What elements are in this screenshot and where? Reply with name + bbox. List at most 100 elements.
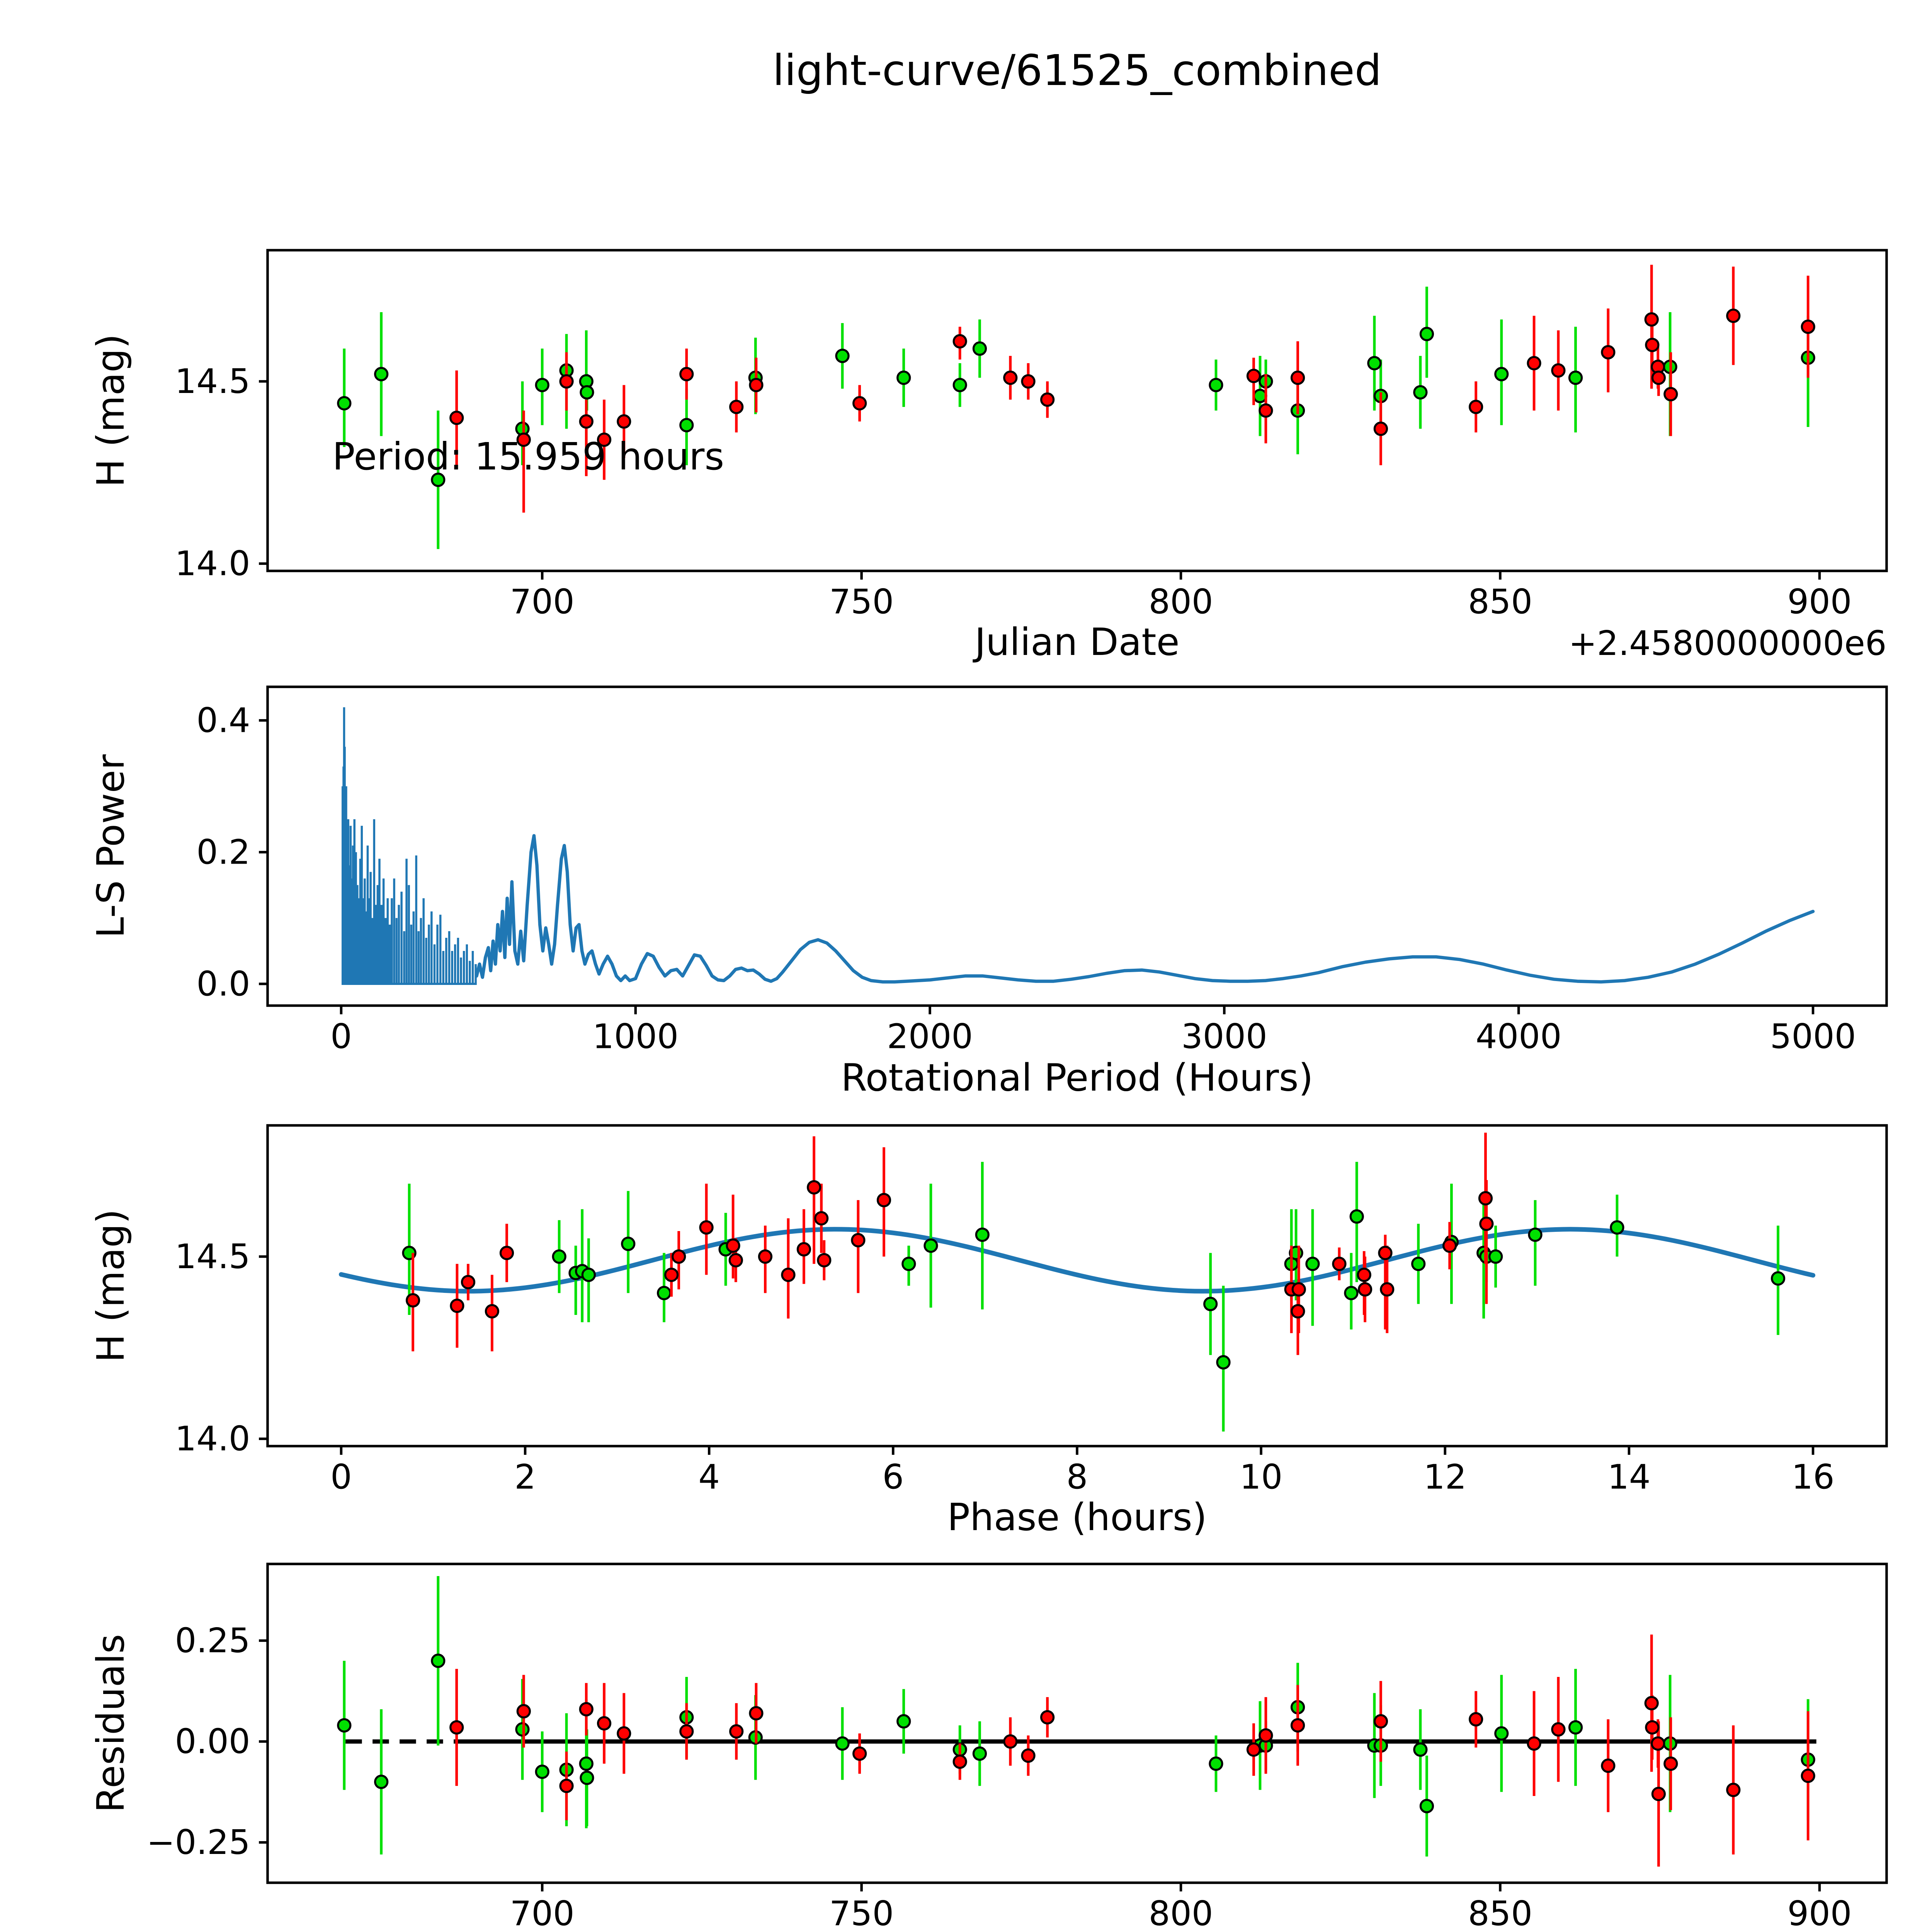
panel-lightcurve-axis-offset: +2.4580000000e6 (1568, 624, 1886, 663)
x-tick-label: 8 (1066, 1458, 1088, 1497)
red-filter-data-point (1651, 1736, 1665, 1751)
green-filter-data-point (835, 349, 850, 363)
red-filter-data-point (597, 1716, 612, 1731)
red-filter-data-point (728, 1253, 743, 1268)
y-tick-label: −0.25 (146, 1823, 250, 1862)
red-filter-data-point (672, 1249, 686, 1264)
red-filter-data-point (1644, 312, 1659, 327)
figure-title: light-curve/61525_combined (772, 46, 1381, 95)
y-tick-label: 0.4 (196, 701, 250, 740)
panel-residuals-ylabel: Residuals (88, 1634, 133, 1813)
green-filter-data-point (580, 1770, 594, 1785)
green-filter-data-point (579, 1756, 594, 1771)
red-filter-data-point (579, 414, 594, 429)
red-filter-data-point (461, 1275, 476, 1289)
red-filter-data-point (952, 1754, 967, 1769)
green-filter-data-point (431, 1653, 446, 1668)
red-filter-data-point (1527, 356, 1541, 371)
red-filter-data-point (876, 1193, 891, 1208)
green-filter-data-point (896, 370, 911, 385)
red-filter-data-point (814, 1211, 829, 1226)
y-tick-label: 14.0 (175, 1419, 250, 1459)
red-filter-data-point (1003, 370, 1018, 385)
green-filter-data-point (1203, 1297, 1218, 1311)
period-annotation: Period: 15.959 hours (332, 434, 724, 478)
red-filter-data-point (1021, 374, 1036, 389)
x-tick-label: 700 (510, 582, 575, 622)
green-filter-data-point (896, 1714, 911, 1729)
panel-phase-folded-plot-area: 0 2 4 6 8 10 12 14 16 14.0 14.5 (175, 1133, 1835, 1497)
green-filter-data-point (1488, 1249, 1503, 1264)
red-filter-data-point (699, 1220, 714, 1235)
red-filter-data-point (1291, 1304, 1305, 1319)
red-filter-data-point (1290, 1718, 1305, 1733)
panel-residuals-frame (266, 1563, 1888, 1884)
red-filter-data-point (1527, 1736, 1541, 1751)
green-filter-data-point (1568, 1720, 1583, 1735)
x-tick-label: 2000 (887, 1017, 973, 1056)
red-filter-data-point (796, 1242, 811, 1257)
red-filter-data-point (1645, 338, 1660, 352)
green-filter-data-point (1209, 1756, 1223, 1771)
x-tick-label: 14 (1607, 1458, 1650, 1497)
periodogram-spike-forest (341, 707, 477, 985)
panel-lightcurve-frame (266, 249, 1888, 572)
green-filter-data-point (1528, 1227, 1543, 1242)
green-filter-data-point (1419, 327, 1434, 342)
green-filter-data-point (1209, 378, 1223, 393)
red-filter-data-point (749, 1706, 764, 1721)
green-filter-data-point (580, 385, 594, 400)
red-filter-data-point (1651, 1787, 1666, 1801)
green-filter-data-point (1413, 385, 1428, 400)
red-filter-data-point (1442, 1238, 1457, 1253)
red-filter-data-point (579, 1702, 594, 1717)
x-tick-label: 4000 (1476, 1017, 1562, 1056)
red-filter-data-point (1801, 319, 1815, 334)
red-filter-data-point (749, 378, 764, 393)
red-filter-data-point (817, 1253, 832, 1268)
green-filter-data-point (374, 367, 389, 381)
green-filter-data-point (581, 1267, 596, 1282)
y-tick-label: 14.5 (175, 362, 250, 401)
red-filter-data-point (449, 410, 464, 425)
red-filter-data-point (758, 1249, 773, 1264)
y-tick-label: 14.0 (175, 544, 250, 583)
green-filter-data-point (1411, 1257, 1426, 1271)
red-filter-data-point (1358, 1282, 1372, 1297)
green-filter-data-point (1494, 1726, 1509, 1741)
x-tick-label: 10 (1240, 1458, 1282, 1497)
red-filter-data-point (1380, 1282, 1395, 1297)
red-filter-data-point (1373, 1714, 1388, 1729)
green-filter-data-point (431, 473, 446, 487)
green-filter-data-point (1770, 1271, 1786, 1286)
red-filter-data-point (1601, 345, 1616, 360)
red-filter-data-point (1663, 387, 1678, 401)
green-filter-data-point (552, 1249, 566, 1264)
red-filter-data-point (617, 1726, 631, 1741)
red-filter-data-point (1259, 1728, 1273, 1743)
periodogram-curve (475, 834, 1815, 984)
red-filter-data-point (1469, 400, 1483, 414)
red-filter-data-point (726, 1238, 740, 1253)
green-filter-data-point (337, 396, 352, 411)
red-filter-data-point (516, 1704, 531, 1719)
green-filter-data-point (1344, 1286, 1359, 1300)
red-filter-data-point (1040, 392, 1055, 407)
green-filter-data-point (1367, 356, 1382, 371)
red-filter-data-point (1726, 308, 1741, 323)
y-tick-label: 0.00 (175, 1722, 250, 1761)
red-filter-data-point (1378, 1245, 1393, 1260)
red-filter-data-point (1645, 1720, 1660, 1735)
green-filter-data-point (1419, 1799, 1434, 1813)
red-filter-data-point (559, 374, 574, 389)
green-filter-data-point (1305, 1257, 1320, 1271)
green-filter-data-point (374, 1774, 389, 1789)
x-tick-label: 0 (330, 1017, 352, 1056)
red-filter-data-point (807, 1180, 821, 1195)
green-filter-data-point (1568, 370, 1583, 385)
green-filter-data-point (952, 378, 967, 393)
red-filter-data-point (729, 1724, 744, 1739)
red-filter-data-point (449, 1720, 464, 1735)
x-tick-label: 800 (1149, 1894, 1213, 1932)
red-filter-data-point (679, 367, 694, 381)
